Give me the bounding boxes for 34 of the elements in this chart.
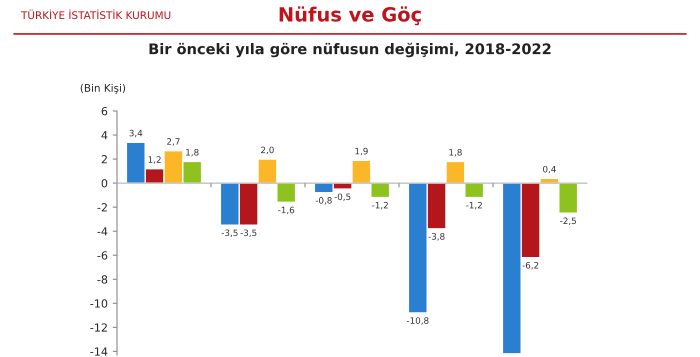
chart-subtitle: Bir önceki yıla göre nüfusun değişimi, 2018-2022 bbox=[150, 42, 551, 58]
y-axis-title: (Bin Kişi) bbox=[80, 84, 126, 94]
data-label: 1,8 bbox=[449, 149, 462, 157]
y-tick-label: 6 bbox=[102, 106, 108, 116]
data-label: -6,2 bbox=[522, 262, 538, 270]
data-label: 1,8 bbox=[186, 149, 199, 157]
data-label: -1,2 bbox=[372, 202, 388, 210]
y-tick-label: -14 bbox=[90, 348, 108, 356]
data-label: -3,8 bbox=[428, 233, 445, 241]
y-tick-label: 4 bbox=[101, 131, 108, 140]
y-tick-label: -2 bbox=[97, 203, 107, 212]
data-label: 0,4 bbox=[543, 166, 556, 174]
data-label: -3,5 bbox=[222, 230, 238, 238]
data-label: -0,8 bbox=[316, 197, 332, 205]
data-label: -1,2 bbox=[466, 202, 482, 210]
data-label: 3,4 bbox=[130, 130, 142, 138]
data-label: -2,5 bbox=[560, 217, 576, 225]
y-tick-label: -6 bbox=[97, 251, 108, 260]
data-label: -10,8 bbox=[406, 317, 429, 325]
y-tick-label: -12 bbox=[90, 323, 107, 332]
y-tick-label: 2 bbox=[102, 155, 107, 164]
data-label: 2,0 bbox=[261, 146, 274, 154]
data-label: 2,7 bbox=[167, 138, 180, 146]
text: TÜRKİYE İSTATİSTİK KURUMU bbox=[20, 9, 170, 20]
y-tick-label: 0 bbox=[102, 179, 108, 188]
data-label: -1,6 bbox=[278, 206, 294, 214]
data-label: -0,5 bbox=[334, 193, 350, 201]
data-label: -3,5 bbox=[240, 230, 256, 238]
y-tick-label: -10 bbox=[90, 299, 108, 308]
data-label: 1,2 bbox=[148, 156, 161, 164]
y-tick-label: -8 bbox=[97, 275, 108, 284]
data-label: 1,9 bbox=[355, 148, 368, 156]
y-tick-label: -4 bbox=[97, 227, 108, 236]
chart-title: Nüfus ve Göç bbox=[280, 6, 421, 26]
